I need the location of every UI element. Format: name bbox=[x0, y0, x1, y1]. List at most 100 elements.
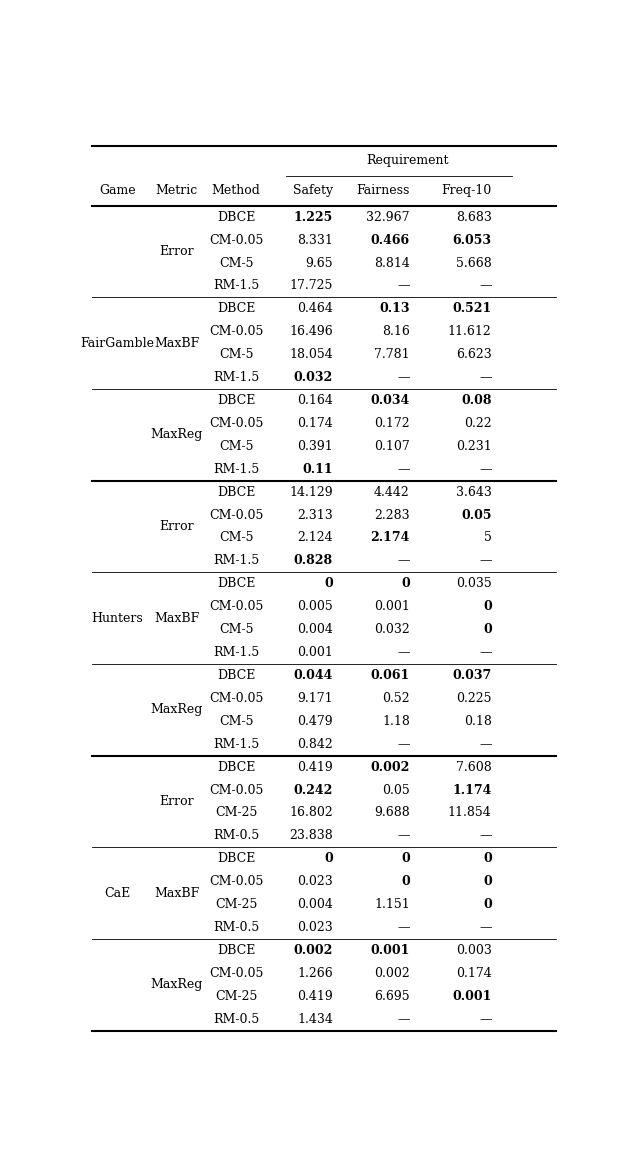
Text: 0: 0 bbox=[401, 875, 410, 888]
Text: 7.608: 7.608 bbox=[456, 760, 492, 773]
Text: CM-0.05: CM-0.05 bbox=[209, 509, 264, 521]
Text: RM-0.5: RM-0.5 bbox=[213, 921, 259, 933]
Text: —: — bbox=[479, 646, 492, 659]
Text: —: — bbox=[479, 829, 492, 843]
Text: RM-0.5: RM-0.5 bbox=[213, 829, 259, 843]
Text: —: — bbox=[479, 1012, 492, 1025]
Text: 14.129: 14.129 bbox=[289, 485, 333, 499]
Text: 8.16: 8.16 bbox=[382, 325, 410, 338]
Text: MaxReg: MaxReg bbox=[150, 704, 203, 716]
Text: MaxReg: MaxReg bbox=[150, 979, 203, 991]
Text: CM-0.05: CM-0.05 bbox=[209, 967, 264, 980]
Text: 0: 0 bbox=[483, 852, 492, 865]
Text: 0.002: 0.002 bbox=[294, 944, 333, 957]
Text: 6.053: 6.053 bbox=[452, 233, 492, 246]
Text: Hunters: Hunters bbox=[92, 612, 143, 625]
Text: 0.464: 0.464 bbox=[297, 302, 333, 316]
Text: RM-1.5: RM-1.5 bbox=[213, 372, 259, 384]
Text: 3.643: 3.643 bbox=[456, 485, 492, 499]
Text: RM-1.5: RM-1.5 bbox=[213, 280, 259, 293]
Text: 0.023: 0.023 bbox=[297, 921, 333, 933]
Text: 1.225: 1.225 bbox=[294, 210, 333, 224]
Text: Method: Method bbox=[212, 185, 260, 197]
Text: RM-1.5: RM-1.5 bbox=[213, 646, 259, 659]
Text: 17.725: 17.725 bbox=[289, 280, 333, 293]
Text: MaxBF: MaxBF bbox=[154, 887, 199, 900]
Text: CM-5: CM-5 bbox=[219, 440, 253, 453]
Text: 0.032: 0.032 bbox=[374, 623, 410, 636]
Text: 0.419: 0.419 bbox=[297, 760, 333, 773]
Text: CM-0.05: CM-0.05 bbox=[209, 417, 264, 430]
Text: DBCE: DBCE bbox=[217, 760, 255, 773]
Text: —: — bbox=[479, 463, 492, 476]
Text: 0: 0 bbox=[324, 577, 333, 590]
Text: Metric: Metric bbox=[156, 185, 198, 197]
Text: 0: 0 bbox=[483, 623, 492, 636]
Text: —: — bbox=[479, 737, 492, 751]
Text: 0.05: 0.05 bbox=[461, 509, 492, 521]
Text: 11.854: 11.854 bbox=[448, 807, 492, 820]
Text: 0.172: 0.172 bbox=[374, 417, 410, 430]
Text: 0: 0 bbox=[324, 852, 333, 865]
Text: —: — bbox=[397, 646, 410, 659]
Text: DBCE: DBCE bbox=[217, 944, 255, 957]
Text: CM-0.05: CM-0.05 bbox=[209, 600, 264, 613]
Text: 9.171: 9.171 bbox=[298, 692, 333, 705]
Text: Safety: Safety bbox=[293, 185, 333, 197]
Text: 2.313: 2.313 bbox=[297, 509, 333, 521]
Text: 1.266: 1.266 bbox=[297, 967, 333, 980]
Text: CM-5: CM-5 bbox=[219, 532, 253, 545]
Text: 16.802: 16.802 bbox=[289, 807, 333, 820]
Text: 0.001: 0.001 bbox=[452, 989, 492, 1003]
Text: 0.107: 0.107 bbox=[374, 440, 410, 453]
Text: 0.828: 0.828 bbox=[294, 555, 333, 568]
Text: 0: 0 bbox=[483, 875, 492, 888]
Text: MaxBF: MaxBF bbox=[154, 337, 199, 349]
Text: CM-5: CM-5 bbox=[219, 623, 253, 636]
Text: 1.174: 1.174 bbox=[452, 784, 492, 796]
Text: RM-1.5: RM-1.5 bbox=[213, 555, 259, 568]
Text: CM-25: CM-25 bbox=[215, 989, 257, 1003]
Text: 0.08: 0.08 bbox=[461, 394, 492, 408]
Text: —: — bbox=[397, 555, 410, 568]
Text: Error: Error bbox=[159, 245, 194, 258]
Text: 0.037: 0.037 bbox=[452, 669, 492, 682]
Text: CaE: CaE bbox=[104, 887, 131, 900]
Text: 0.231: 0.231 bbox=[456, 440, 492, 453]
Text: Error: Error bbox=[159, 520, 194, 533]
Text: DBCE: DBCE bbox=[217, 394, 255, 408]
Text: CM-5: CM-5 bbox=[219, 348, 253, 361]
Text: 0.174: 0.174 bbox=[297, 417, 333, 430]
Text: 2.174: 2.174 bbox=[371, 532, 410, 545]
Text: 0.242: 0.242 bbox=[294, 784, 333, 796]
Text: 16.496: 16.496 bbox=[289, 325, 333, 338]
Text: DBCE: DBCE bbox=[217, 577, 255, 590]
Text: —: — bbox=[397, 280, 410, 293]
Text: 5: 5 bbox=[484, 532, 492, 545]
Text: 0.003: 0.003 bbox=[456, 944, 492, 957]
Text: 4.442: 4.442 bbox=[374, 485, 410, 499]
Text: 11.612: 11.612 bbox=[448, 325, 492, 338]
Text: 6.695: 6.695 bbox=[374, 989, 410, 1003]
Text: 0.22: 0.22 bbox=[464, 417, 492, 430]
Text: 0.001: 0.001 bbox=[371, 944, 410, 957]
Text: Requirement: Requirement bbox=[366, 154, 449, 167]
Text: 0.479: 0.479 bbox=[298, 715, 333, 728]
Text: FairGamble: FairGamble bbox=[80, 337, 154, 349]
Text: 0: 0 bbox=[483, 600, 492, 613]
Text: 0: 0 bbox=[401, 577, 410, 590]
Text: 0.419: 0.419 bbox=[297, 989, 333, 1003]
Text: 0.13: 0.13 bbox=[380, 302, 410, 316]
Text: 0.044: 0.044 bbox=[294, 669, 333, 682]
Text: CM-0.05: CM-0.05 bbox=[209, 233, 264, 246]
Text: 0.005: 0.005 bbox=[297, 600, 333, 613]
Text: Game: Game bbox=[99, 185, 136, 197]
Text: 9.688: 9.688 bbox=[374, 807, 410, 820]
Text: RM-1.5: RM-1.5 bbox=[213, 737, 259, 751]
Text: 0.061: 0.061 bbox=[371, 669, 410, 682]
Text: DBCE: DBCE bbox=[217, 302, 255, 316]
Text: 0.466: 0.466 bbox=[371, 233, 410, 246]
Text: 7.781: 7.781 bbox=[374, 348, 410, 361]
Text: MaxBF: MaxBF bbox=[154, 612, 199, 625]
Text: Fairness: Fairness bbox=[356, 185, 410, 197]
